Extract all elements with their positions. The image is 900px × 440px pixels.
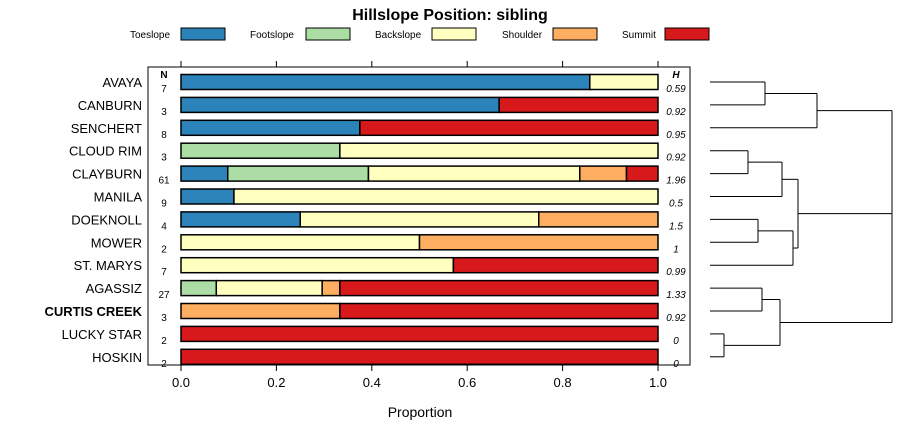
- h-value: 0.92: [666, 107, 686, 118]
- bar-segment-summit: [339, 279, 659, 297]
- bar-segment-backslope: [215, 279, 323, 297]
- legend-swatch-summit: [664, 27, 710, 41]
- n-value: 7: [161, 267, 167, 278]
- dendrogram: [710, 81, 893, 358]
- h-value: 1: [673, 244, 679, 255]
- n-value: 7: [161, 84, 167, 95]
- n-value: 27: [158, 290, 170, 301]
- bar-segment-shoulder: [321, 279, 341, 297]
- bar-segment-summit: [180, 348, 659, 366]
- n-value: 2: [161, 336, 167, 347]
- category-label: SENCHERT: [71, 121, 142, 136]
- h-value: 0: [673, 336, 679, 347]
- bar-segment-summit: [359, 119, 659, 137]
- n-value: 4: [161, 221, 167, 232]
- n-value: 9: [161, 199, 167, 210]
- n-value: 2: [161, 244, 167, 255]
- bar-segment-shoulder: [579, 165, 628, 182]
- n-value: 3: [161, 153, 167, 164]
- bar-segment-footslope: [180, 142, 341, 159]
- bar-segment-backslope: [299, 211, 540, 228]
- category-label: ST. MARYS: [74, 258, 143, 273]
- x-tick-label: 0.0: [172, 375, 190, 390]
- bar-segment-toeslope: [180, 119, 361, 137]
- bar-segment-summit: [452, 256, 659, 274]
- n-value: 2: [161, 359, 167, 370]
- bar-segment-backslope: [180, 256, 455, 274]
- bar-segment-shoulder: [538, 211, 659, 228]
- n-value: 8: [161, 130, 167, 141]
- h-value: 0.5: [669, 199, 683, 210]
- h-value: 1.33: [666, 290, 686, 301]
- category-label: CLAYBURN: [72, 167, 142, 182]
- legend-label-shoulder: Shoulder: [502, 30, 543, 41]
- category-label: MANILA: [94, 190, 143, 205]
- h-value: 1.96: [666, 176, 686, 187]
- bar-segment-toeslope: [180, 73, 591, 91]
- bar-segment-summit: [180, 325, 659, 343]
- n-header: N: [160, 70, 167, 81]
- category-label: DOEKNOLL: [71, 212, 142, 227]
- n-value: 3: [161, 107, 167, 118]
- bar-segment-backslope: [180, 234, 421, 251]
- n-value: 61: [158, 176, 170, 187]
- legend-swatch-backslope: [431, 27, 477, 41]
- legend: Toeslope Footslope Backslope Shoulder Summit: [130, 27, 710, 41]
- x-tick-label: 0.4: [363, 375, 381, 390]
- bar-segment-toeslope: [180, 211, 301, 228]
- h-value: 0.95: [666, 130, 686, 141]
- bar-segment-toeslope: [180, 96, 500, 114]
- legend-label-footslope: Footslope: [250, 30, 294, 41]
- category-label: AGASSIZ: [86, 281, 142, 296]
- x-tick-label: 1.0: [649, 375, 667, 390]
- category-label: CLOUD RIM: [69, 144, 142, 159]
- bar-segment-toeslope: [180, 165, 229, 182]
- legend-swatch-footslope: [305, 27, 351, 41]
- bar-segment-backslope: [339, 142, 659, 159]
- legend-swatch-toeslope: [180, 27, 226, 41]
- legend-label-backslope: Backslope: [375, 30, 422, 41]
- bar-segment-toeslope: [180, 188, 235, 205]
- legend-swatch-shoulder: [552, 27, 598, 41]
- bar-segment-footslope: [180, 279, 218, 297]
- x-axis: 0.0 0.2 0.4 0.6 0.8 1.0: [172, 365, 667, 390]
- legend-label-summit: Summit: [622, 30, 656, 41]
- h-header: H: [672, 70, 680, 81]
- h-value: 0.92: [666, 313, 686, 324]
- category-label: CURTIS CREEK: [44, 304, 142, 319]
- legend-label-toeslope: Toeslope: [130, 30, 170, 41]
- bar-segment-backslope: [589, 73, 659, 91]
- bar-segment-summit: [498, 96, 659, 114]
- h-value: 0.99: [666, 267, 686, 278]
- h-value: 0: [673, 359, 679, 370]
- category-label: LUCKY STAR: [62, 327, 142, 342]
- bar-segment-shoulder: [180, 302, 341, 320]
- bar-segment-summit: [339, 302, 659, 320]
- x-tick-label: 0.2: [267, 375, 285, 390]
- x-tick-label: 0.6: [458, 375, 476, 390]
- x-tick-label: 0.8: [554, 375, 572, 390]
- category-label: MOWER: [91, 235, 142, 250]
- h-value: 0.92: [666, 153, 686, 164]
- bar-segment-shoulder: [418, 234, 659, 251]
- bar-segment-footslope: [226, 165, 370, 182]
- x-axis-label: Proportion: [388, 404, 453, 420]
- h-value: 1.5: [669, 221, 683, 232]
- chart-title: Hillslope Position: sibling: [352, 7, 548, 24]
- category-label: HOSKIN: [92, 350, 142, 365]
- bar-segment-backslope: [367, 165, 581, 182]
- category-label: CANBURN: [78, 98, 142, 113]
- bar-segment-summit: [625, 165, 659, 182]
- category-label: AVAYA: [103, 75, 143, 90]
- bar-segment-backslope: [233, 188, 659, 205]
- n-value: 3: [161, 313, 167, 324]
- h-value: 0.59: [666, 84, 686, 95]
